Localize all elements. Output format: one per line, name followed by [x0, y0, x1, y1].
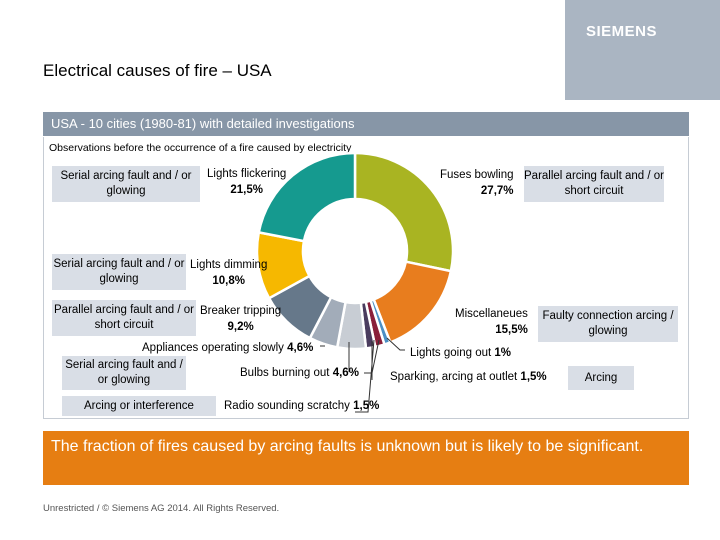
chart-title: Observations before the occurrence of a … — [49, 142, 352, 154]
slice-label-fuses: Fuses bowling 27,7% — [440, 169, 514, 197]
category-box: Serial arcing fault and / or glowing — [62, 356, 186, 390]
slice-label-breaker: Breaker tripping 9,2% — [200, 305, 282, 333]
category-box: Parallel arcing fault and / or short cir… — [524, 166, 664, 202]
pie-slice-fuses-bowling — [353, 151, 455, 273]
category-box: Serial arcing fault and / or glowing — [52, 166, 200, 202]
slice-label-flickering: Lights flickering 21,5% — [207, 168, 287, 196]
leader-line — [386, 337, 405, 351]
slice-label-lights-out: Lights going out 1% — [410, 347, 512, 359]
category-box: Arcing — [568, 366, 634, 390]
pie-slice-lights-flickering — [257, 151, 357, 243]
footer-copyright: Unrestricted / © Siemens AG 2014. All Ri… — [43, 503, 280, 514]
siemens-logo: SIEMENS — [586, 23, 658, 40]
title-area — [0, 0, 565, 100]
slice-label-radio: Radio sounding scratchy 1,5% — [224, 400, 380, 412]
category-box: Faulty connection arcing / glowing — [538, 306, 678, 342]
slice-label-misc: Miscellaneues 15,5% — [455, 308, 528, 336]
page-title: Electrical causes of fire – USA — [43, 61, 272, 80]
chart-frame — [43, 137, 689, 419]
category-box: Serial arcing fault and / or glowing — [52, 254, 186, 290]
callout-banner: The fraction of fires caused by arcing f… — [43, 431, 689, 485]
slice-label-appliances: Appliances operating slowly 4,6% — [142, 342, 314, 354]
category-box: Arcing or interference — [62, 396, 216, 416]
slice-label-bulbs: Bulbs burning out 4,6% — [240, 367, 359, 379]
category-box: Parallel arcing fault and / or short cir… — [52, 300, 196, 336]
subheading-bar: USA - 10 cities (1980-81) with detailed … — [43, 112, 689, 136]
leader-line — [355, 339, 375, 413]
slice-label-dimming: Lights dimming 10,8% — [190, 259, 268, 287]
slice-label-sparking: Sparking, arcing at outlet 1,5% — [390, 371, 547, 383]
